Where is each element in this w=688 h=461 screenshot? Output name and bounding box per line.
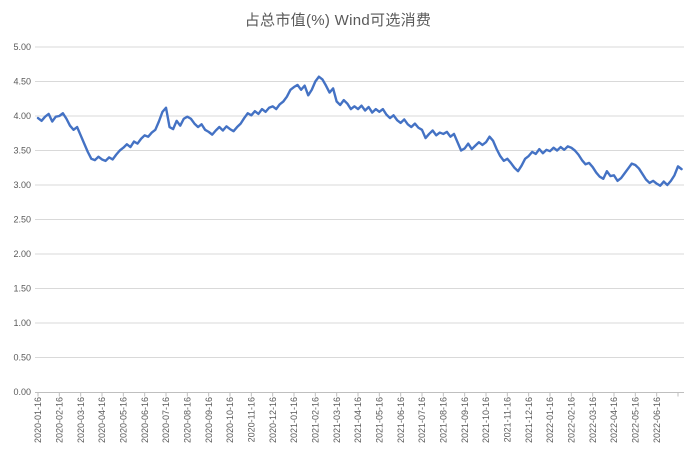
y-axis-tick-label: 0.50 xyxy=(13,353,31,363)
x-axis-tick-label: 2021-02-16 xyxy=(311,397,321,443)
y-axis-tick-label: 3.00 xyxy=(13,180,31,190)
x-axis-tick-label: 2021-07-16 xyxy=(417,397,427,443)
y-axis-tick-label: 1.50 xyxy=(13,284,31,294)
x-axis-tick-label: 2021-10-16 xyxy=(481,397,491,443)
x-axis-tick-label: 2022-03-16 xyxy=(588,397,598,443)
data-series-line xyxy=(36,75,683,187)
x-axis-tick-label: 2020-02-16 xyxy=(55,397,65,443)
x-axis-tick-label: 2021-08-16 xyxy=(439,397,449,443)
x-axis-tick-label: 2021-06-16 xyxy=(396,397,406,443)
x-axis-tick-label: 2022-01-16 xyxy=(545,397,555,443)
x-axis-tick-label: 2022-02-16 xyxy=(567,397,577,443)
x-axis-tick-label: 2020-01-16 xyxy=(33,397,43,443)
x-axis-tick-label: 2022-04-16 xyxy=(609,397,619,443)
x-axis-tick-label: 2020-12-16 xyxy=(268,397,278,443)
x-axis-tick-label: 2022-06-16 xyxy=(652,397,662,443)
x-axis-tick-label: 2020-07-16 xyxy=(161,397,171,443)
x-axis-tick-label: 2020-10-16 xyxy=(225,397,235,443)
x-axis-tick-label: 2021-03-16 xyxy=(332,397,342,443)
y-axis-tick-label: 4.50 xyxy=(13,77,31,87)
x-axis-tick-label: 2020-03-16 xyxy=(76,397,86,443)
x-axis-tick-label: 2020-09-16 xyxy=(204,397,214,443)
x-axis-tick-label: 2021-01-16 xyxy=(289,397,299,443)
x-axis-tick-label: 2022-05-16 xyxy=(631,397,641,443)
y-axis-tick-label: 5.00 xyxy=(13,42,31,52)
y-axis-tick-label: 2.00 xyxy=(13,249,31,259)
x-axis-tick-label: 2021-11-16 xyxy=(503,397,513,442)
y-axis-tick-label: 1.00 xyxy=(13,318,31,328)
x-axis-tick-label: 2020-11-16 xyxy=(247,397,257,442)
x-axis-tick-label: 2021-04-16 xyxy=(353,397,363,443)
x-axis-tick-label: 2020-05-16 xyxy=(119,397,129,443)
x-axis-tick-label: 2021-05-16 xyxy=(375,397,385,443)
x-axis-tick-label: 2020-06-16 xyxy=(140,397,150,443)
x-axis-tick-label: 2021-09-16 xyxy=(460,397,470,443)
y-axis-tick-label: 2.50 xyxy=(13,215,31,225)
x-axis-tick-label: 2020-04-16 xyxy=(97,397,107,443)
y-axis-tick-label: 3.50 xyxy=(13,146,31,156)
y-axis-tick-label: 4.00 xyxy=(13,111,31,121)
y-axis-tick-label: 0.00 xyxy=(13,387,31,397)
x-axis-tick-label: 2020-08-16 xyxy=(183,397,193,443)
chart-title: 占总市值(%) Wind可选消费 xyxy=(244,12,432,29)
x-axis-tick-label: 2021-12-16 xyxy=(524,397,534,443)
